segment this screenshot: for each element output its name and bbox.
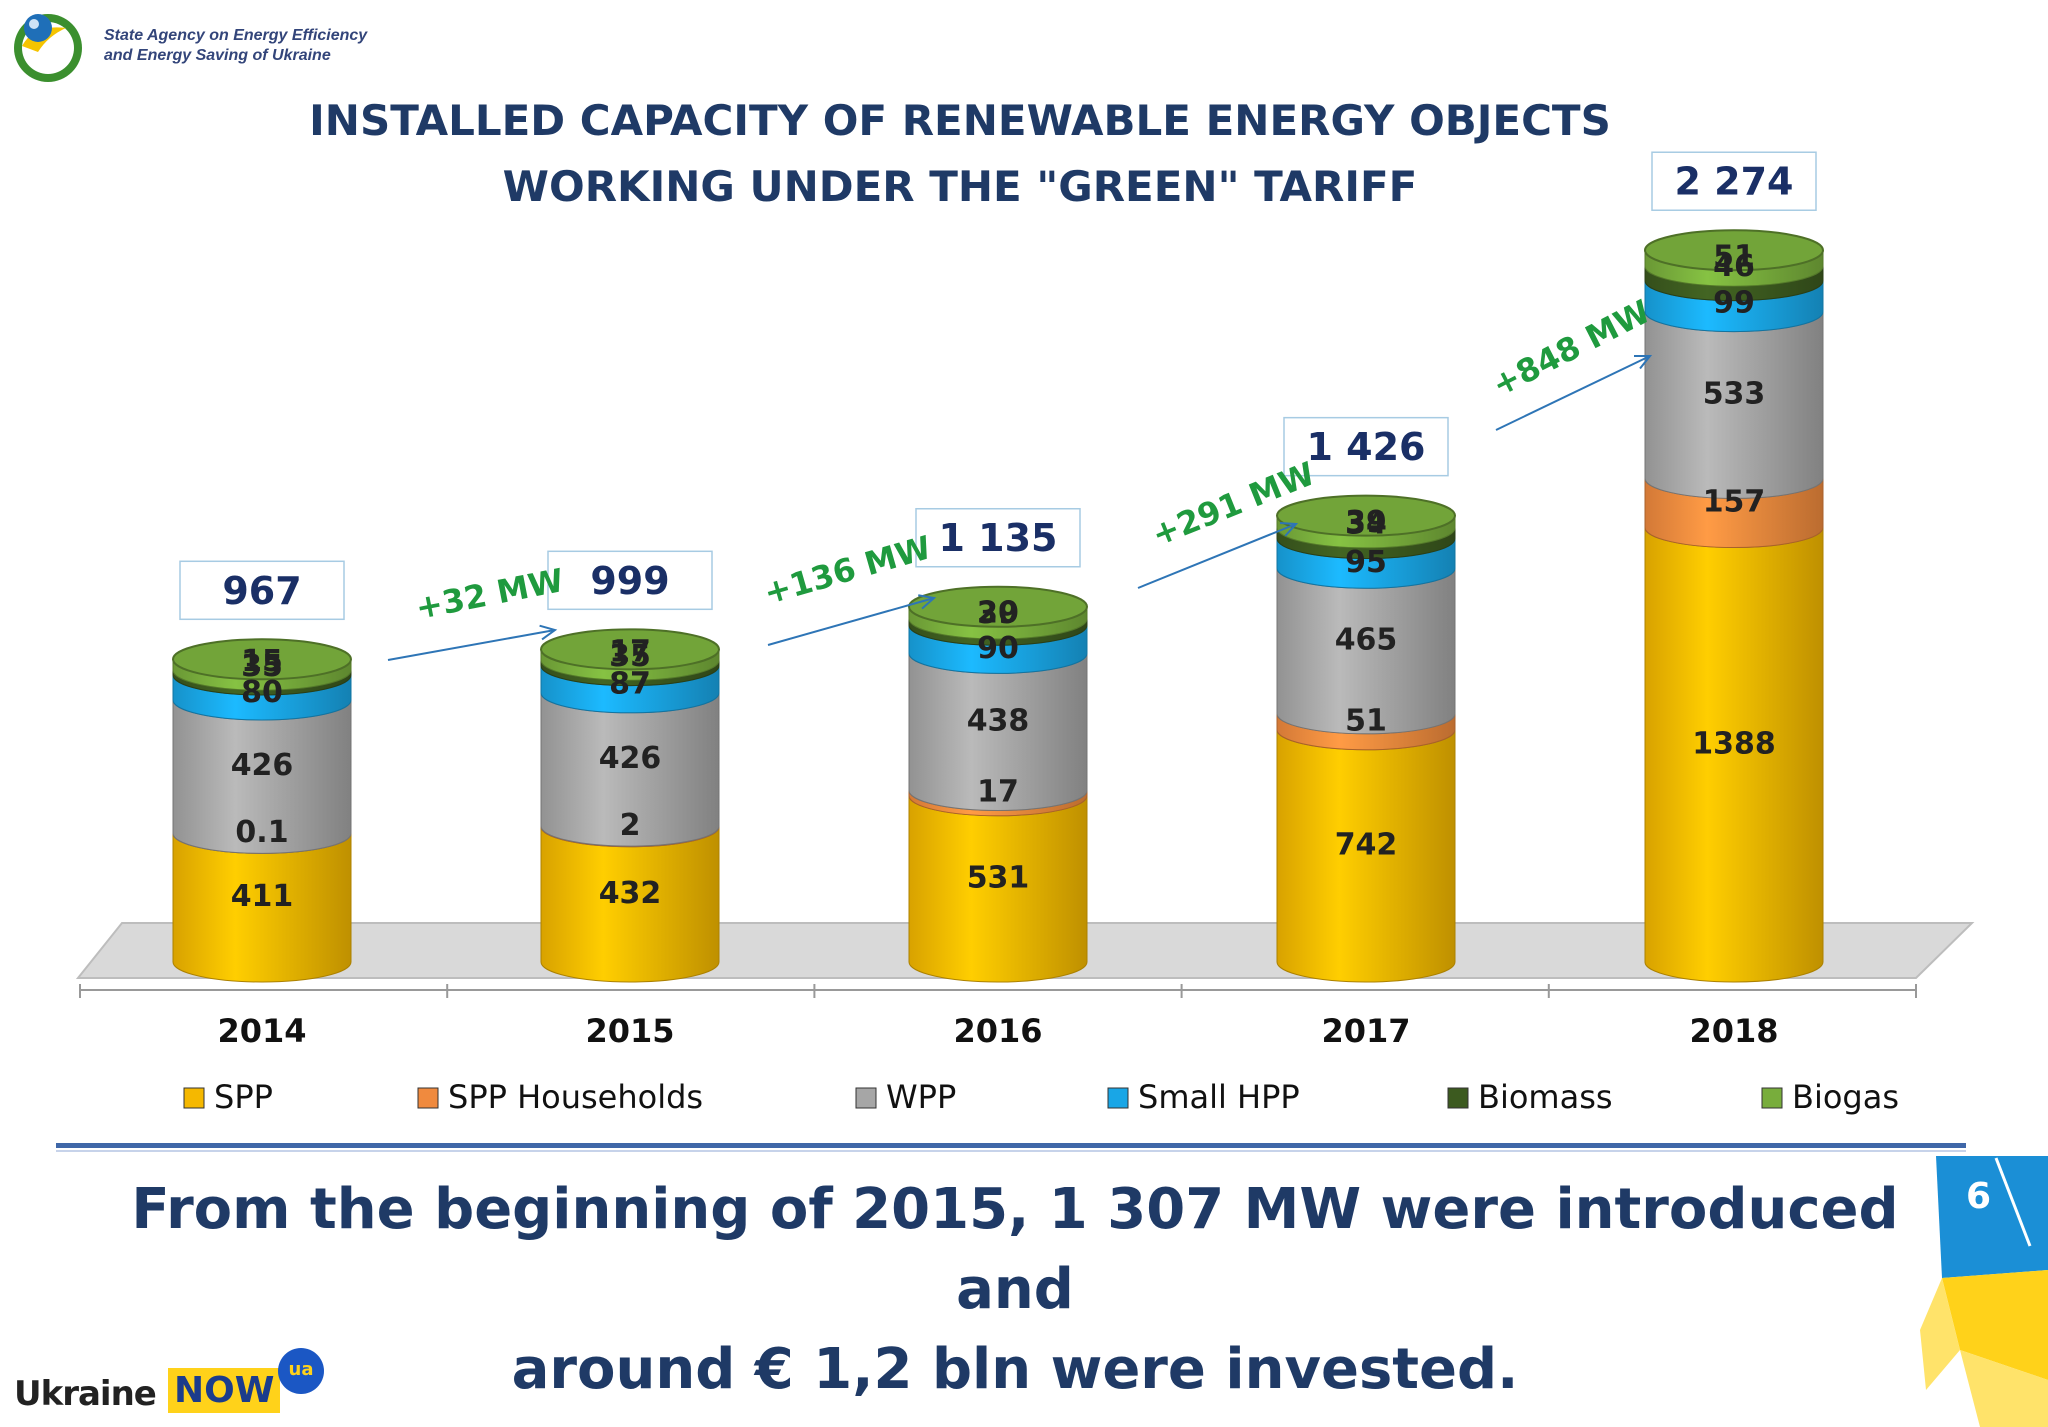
summary-text: From the beginning of 2015, 1 307 MW wer… [120, 1170, 1910, 1410]
x-tick-label-2015: 2015 [585, 1012, 674, 1050]
bar-value-label-biomass-2017: 34 [1345, 507, 1387, 542]
total-label-2017: 1 426 [1307, 425, 1426, 469]
legend-label-spp-households: SPP Households [448, 1078, 703, 1116]
total-box-2016 [915, 507, 1081, 568]
bar-value-label-wpp-2016: 438 [967, 703, 1030, 738]
bar-value-label-biomass-2016: 20 [977, 596, 1019, 631]
bar-value-label-wpp-2015: 426 [599, 741, 662, 776]
total-label-2015: 999 [590, 559, 669, 603]
legend-swatch-biogas [1761, 1087, 1783, 1109]
total-box-2018 [1651, 151, 1817, 211]
growth-arrow-4 [1495, 355, 1651, 431]
legend-swatch-spp [183, 1087, 205, 1109]
page-title-line1: INSTALLED CAPACITY OF RENEWABLE ENERGY O… [309, 96, 1611, 145]
growth-arrow-head-3 [1279, 521, 1299, 537]
growth-arrow-head-2 [918, 594, 937, 610]
x-tick-label-2016: 2016 [953, 1012, 1042, 1050]
bar-value-label-biogas-2018: 51 [1713, 240, 1755, 275]
total-label-2014: 967 [222, 569, 301, 613]
bar-value-label-biomass-2015: 17 [609, 634, 651, 669]
legend-swatch-spp-households [417, 1087, 439, 1109]
bar-value-label-small-hpp-2017: 95 [1345, 545, 1387, 580]
bar-value-label-biogas-2017: 39 [1345, 505, 1387, 540]
bar-value-label-wpp-2014: 426 [231, 748, 294, 783]
growth-label-4: +848 MW [1486, 292, 1656, 404]
agency-name: State Agency on Energy Efficiency and En… [104, 26, 367, 66]
brand-ukraine-text: Ukraine [14, 1374, 157, 1414]
growth-arrow-3 [1137, 523, 1297, 589]
page-title: INSTALLED CAPACITY OF RENEWABLE ENERGY O… [260, 88, 1660, 220]
legend-swatch-small-hpp [1107, 1087, 1129, 1109]
growth-label-1: +32 MW [413, 561, 567, 627]
bar-value-label-spp-2018: 1388 [1692, 726, 1776, 761]
bar-value-label-spp-households-2018: 157 [1703, 484, 1766, 519]
bar-value-label-biogas-2016: 39 [977, 596, 1019, 631]
growth-arrow-head-4 [1633, 354, 1653, 370]
bar-value-label-small-hpp-2016: 90 [977, 631, 1019, 666]
brand-now-text: NOW [168, 1368, 281, 1413]
bar-value-label-spp-households-2017: 51 [1345, 703, 1387, 738]
bar-value-label-spp-2015: 432 [599, 876, 662, 911]
bar-value-label-wpp-2018: 533 [1703, 377, 1766, 412]
total-box-2014 [179, 560, 345, 621]
legend-label-spp: SPP [214, 1078, 273, 1116]
summary-line2: around € 1,2 bln were invested. [511, 1337, 1519, 1402]
bar-value-label-biogas-2014: 35 [241, 649, 283, 684]
footer-divider-shadow [56, 1150, 1966, 1152]
summary-line1: From the beginning of 2015, 1 307 MW wer… [131, 1177, 1899, 1322]
x-tick-label-2018: 2018 [1689, 1012, 1778, 1050]
agency-header: State Agency on Energy Efficiency and En… [8, 6, 428, 86]
bar-value-label-biogas-2015: 35 [609, 639, 651, 674]
page-number: 6 [1966, 1176, 1992, 1217]
growth-arrow-head-1 [539, 624, 558, 641]
growth-arrow-1 [387, 629, 556, 661]
bar-value-label-small-hpp-2015: 87 [609, 667, 651, 702]
bar-value-label-small-hpp-2018: 99 [1713, 286, 1755, 321]
agency-name-line2: and Energy Saving of Ukraine [104, 47, 331, 64]
bar-value-label-spp-2017: 742 [1335, 827, 1398, 862]
total-box-2015 [547, 550, 713, 611]
ukraine-now-logo: Ukraine NOW ua [10, 1340, 330, 1420]
agency-name-line1: State Agency on Energy Efficiency [104, 27, 368, 44]
x-tick-label-2017: 2017 [1321, 1012, 1410, 1050]
legend-label-biomass: Biomass [1478, 1078, 1613, 1116]
page-title-line2: WORKING UNDER THE "GREEN" TARIFF [502, 162, 1418, 211]
brand-ua-badge: ua [278, 1348, 324, 1394]
legend-swatch-biomass [1447, 1087, 1469, 1109]
bar-top-cap-2014 [172, 638, 352, 681]
bar-top-cap-2017 [1276, 494, 1456, 537]
bar-top-cap-2018 [1644, 229, 1824, 272]
legend-swatch-wpp [855, 1087, 877, 1109]
agency-logo-icon [14, 14, 82, 82]
x-tick-label-2014: 2014 [217, 1012, 306, 1050]
total-box-2017 [1283, 416, 1449, 477]
corner-decoration-icon [1920, 1156, 2048, 1427]
legend-label-biogas: Biogas [1792, 1078, 1899, 1116]
footer-divider [56, 1143, 1966, 1148]
total-label-2018: 2 274 [1675, 160, 1794, 204]
bar-value-label-biomass-2018: 46 [1713, 249, 1755, 284]
bar-value-label-spp-households-2016: 17 [977, 775, 1019, 810]
capacity-chart: 4110.14268015359672014432242687173599920… [75, 151, 1975, 1116]
bar-value-label-spp-2014: 411 [231, 879, 294, 914]
bar-value-label-spp-households-2014: 0.1 [235, 815, 288, 850]
bar-value-label-small-hpp-2014: 80 [241, 675, 283, 710]
bar-top-cap-2016 [908, 585, 1088, 628]
growth-arrow-2 [767, 597, 935, 646]
growth-label-2: +136 MW [760, 528, 936, 612]
legend-label-small-hpp: Small HPP [1138, 1078, 1300, 1116]
bar-value-label-wpp-2017: 465 [1335, 623, 1398, 658]
legend-label-wpp: WPP [886, 1078, 956, 1116]
bar-value-label-spp-2016: 531 [967, 860, 1030, 895]
bar-value-label-biomass-2014: 15 [241, 644, 283, 679]
bar-value-label-spp-households-2015: 2 [620, 808, 641, 843]
total-label-2016: 1 135 [939, 516, 1058, 560]
bar-top-cap-2015 [540, 628, 720, 671]
